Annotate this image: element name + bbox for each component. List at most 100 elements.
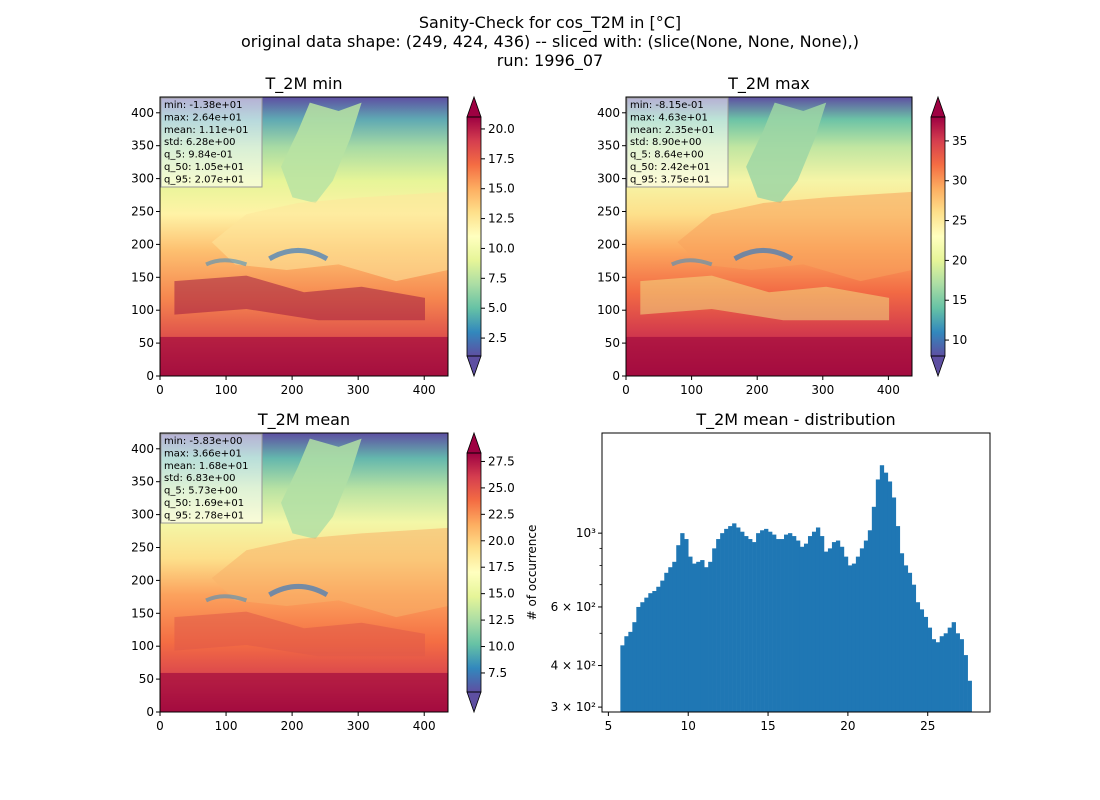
scandinavia-region xyxy=(281,438,362,539)
y-tick-label: 150 xyxy=(131,270,154,284)
histogram-bar xyxy=(652,591,657,712)
stats-line: min: -8.15e-01 xyxy=(630,100,704,111)
histogram-bar xyxy=(720,533,725,712)
x-tick-label: 400 xyxy=(877,383,900,397)
histogram-bar xyxy=(847,565,853,712)
stats-line: q_50: 1.05e+01 xyxy=(164,162,244,173)
alps-ridge xyxy=(268,583,329,597)
colorbar-body xyxy=(467,117,481,356)
colorbar-tick-label: 15.0 xyxy=(488,182,515,196)
x-tick-label: 200 xyxy=(746,383,769,397)
histogram-bar xyxy=(803,543,809,712)
x-tick-label: 300 xyxy=(347,383,370,397)
colorbar-frame xyxy=(466,452,482,693)
histogram-bar xyxy=(827,548,833,712)
histogram-bar xyxy=(871,506,877,712)
x-tick-label: 300 xyxy=(347,719,370,733)
colorbar-tick-label: 17.5 xyxy=(488,560,515,574)
colorbar-tick-label: 10 xyxy=(952,333,967,347)
y-tick-label: 350 xyxy=(597,139,620,153)
y-tick-label: 50 xyxy=(605,336,620,350)
histogram-bar xyxy=(628,631,633,712)
colorbar-extend-top xyxy=(466,95,482,118)
mediterranean-region xyxy=(174,611,425,657)
histogram-bar xyxy=(764,528,769,712)
y-tick-label: 300 xyxy=(131,508,154,522)
x-tick-label: 100 xyxy=(680,383,703,397)
colorbar-tick-label: 22.5 xyxy=(488,507,515,521)
histogram-bar xyxy=(716,539,721,712)
stats-line: max: 3.66e+01 xyxy=(164,448,242,459)
stats-line: min: -1.38e+01 xyxy=(164,100,243,111)
histogram-bar xyxy=(807,536,813,712)
stats-box-background xyxy=(626,97,729,188)
colorbar-tick-label: 20.0 xyxy=(488,534,515,548)
y-tick-label: 300 xyxy=(597,172,620,186)
histogram-bar xyxy=(724,528,729,712)
histogram-bar xyxy=(911,584,917,712)
histogram-bar xyxy=(644,597,649,712)
histogram-bar xyxy=(879,465,885,712)
africa-region xyxy=(626,336,912,376)
x-tick-label: 0 xyxy=(156,383,164,397)
histogram-bar xyxy=(815,527,821,712)
heatmap-panel-2: T_2M max 0 100 200 300 400 0 50 100 150 200 250 300 3… xyxy=(597,74,967,397)
y-tick-label: 200 xyxy=(131,237,154,251)
histogram-bar xyxy=(819,536,825,712)
histogram-bars xyxy=(620,465,972,712)
histogram-bar xyxy=(839,546,845,712)
y-tick-label: 50 xyxy=(139,336,154,350)
colorbar-tick-label: 10.0 xyxy=(488,241,515,255)
histogram-bar xyxy=(875,479,881,712)
histogram-bar xyxy=(867,530,873,712)
stats-line: std: 6.28e+00 xyxy=(164,137,236,148)
histogram-bar xyxy=(792,536,797,712)
heatmap-panel-3: T_2M mean 0 100 200 300 400 0 50 100 150 200 250 300… xyxy=(131,410,515,733)
histogram-bar xyxy=(704,567,709,712)
axes-frame xyxy=(159,432,449,713)
histogram-bar xyxy=(640,602,645,712)
colorbar-tick-label: 20 xyxy=(952,253,967,267)
africa-region xyxy=(160,336,448,376)
y-tick-label: 100 xyxy=(597,303,620,317)
histogram-bar xyxy=(680,533,685,712)
y-tick-label: 0 xyxy=(612,369,620,383)
colorbar-tick-label: 25.0 xyxy=(488,481,515,495)
histogram-bar xyxy=(887,481,893,712)
histogram-bar xyxy=(788,533,793,712)
colorbar-tick-label: 27.5 xyxy=(488,454,515,468)
histogram-bar xyxy=(748,539,753,712)
axes-frame xyxy=(625,96,913,377)
histogram-bar xyxy=(772,534,777,712)
stats-line: q_95: 3.75e+01 xyxy=(630,174,710,185)
colorbar-extend-bottom xyxy=(930,355,946,378)
histogram-bar xyxy=(823,551,829,712)
heatmap-panel-1: T_2M min 0 100 200 300 400 0 50 100 150 200 250 300 3… xyxy=(131,74,515,397)
stats-box-background xyxy=(160,97,263,188)
y-tick-label: 300 xyxy=(131,172,154,186)
colorbar-tick-label: 25 xyxy=(952,214,967,228)
histogram-bar xyxy=(883,472,889,712)
histogram-bar xyxy=(863,540,869,712)
colorbar-tick-label: 17.5 xyxy=(488,152,515,166)
panel-title: T_2M min xyxy=(264,74,342,94)
histogram-bar xyxy=(632,622,637,712)
histogram-bar xyxy=(931,639,937,712)
stats-line: mean: 1.11e+01 xyxy=(164,125,248,136)
stats-line: q_5: 5.73e+00 xyxy=(164,486,238,497)
histogram-bar xyxy=(784,534,789,712)
histogram-bar xyxy=(843,556,849,712)
histogram-bar xyxy=(915,602,921,712)
histogram-bar xyxy=(684,539,689,712)
y-tick-label: 250 xyxy=(597,204,620,218)
x-tick-label: 20 xyxy=(840,719,855,733)
stats-line: max: 4.63e+01 xyxy=(630,112,708,123)
y-tick-label: 150 xyxy=(597,270,620,284)
panel-title: T_2M max xyxy=(727,74,810,94)
histogram-bar xyxy=(780,539,785,712)
y-tick-label: 10³ xyxy=(576,526,596,540)
y-tick-label: 400 xyxy=(597,106,620,120)
histogram-bar xyxy=(708,561,713,712)
histogram-bar xyxy=(620,645,625,712)
